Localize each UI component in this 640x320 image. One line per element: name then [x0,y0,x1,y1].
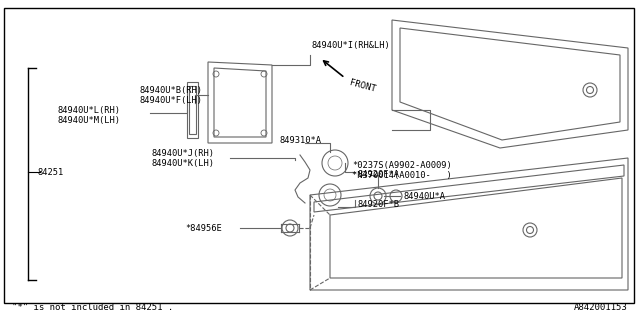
Text: 84940U*L(RH): 84940U*L(RH) [58,106,121,115]
Text: 84940U*F(LH): 84940U*F(LH) [140,95,203,105]
Text: 84940U*B(RH): 84940U*B(RH) [140,85,203,94]
Text: 84940U*A: 84940U*A [403,191,445,201]
Text: 84940U*M(LH): 84940U*M(LH) [58,116,121,124]
Text: 84920F*B: 84920F*B [358,199,400,209]
Text: *N370014(A0010-   ): *N370014(A0010- ) [352,171,452,180]
Text: *0237S(A9902-A0009): *0237S(A9902-A0009) [352,161,452,170]
Text: 84920F*A: 84920F*A [358,170,400,179]
Text: 84940U*J(RH): 84940U*J(RH) [152,148,215,157]
Text: A842001153: A842001153 [574,303,628,313]
Text: 84940U*I(RH&LH): 84940U*I(RH&LH) [312,41,391,50]
Text: FRONT: FRONT [348,78,376,94]
Text: 849310*A: 849310*A [280,135,322,145]
Text: *84956E: *84956E [185,223,221,233]
Text: 84251: 84251 [38,167,64,177]
Text: 84940U*K(LH): 84940U*K(LH) [152,158,215,167]
Text: "*" is not included in 84251 .: "*" is not included in 84251 . [12,303,173,313]
